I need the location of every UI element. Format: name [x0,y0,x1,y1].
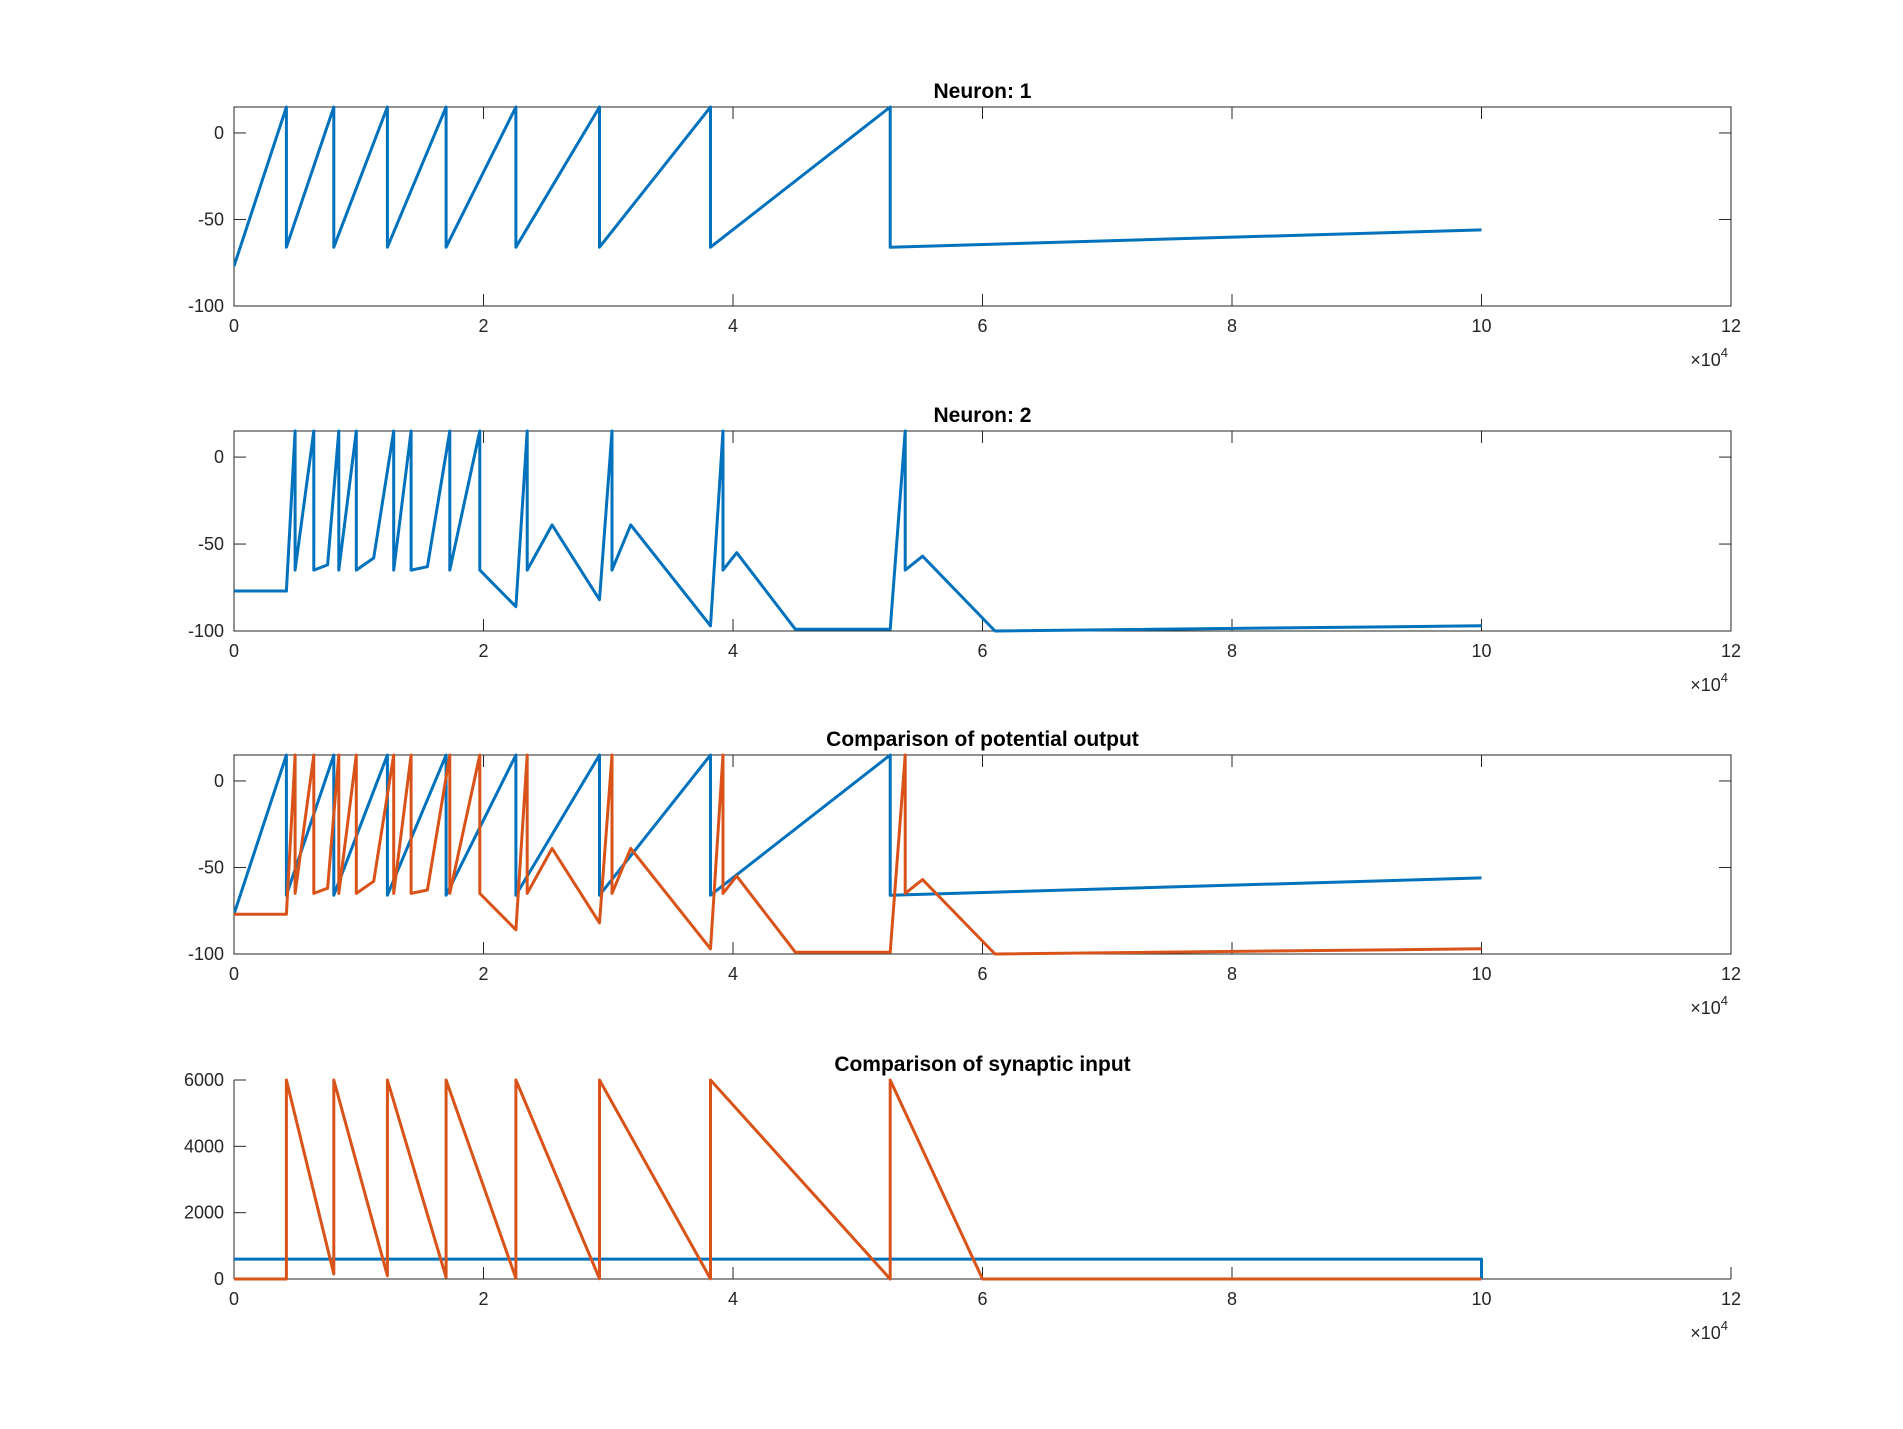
x-tick-label: 0 [229,964,239,984]
x-tick-label: 2 [478,1289,488,1309]
x-exponent-label: ×104 [1690,345,1728,370]
x-tick-label: 10 [1471,641,1491,661]
x-tick-label: 8 [1227,316,1237,336]
x-tick-label: 4 [728,964,738,984]
x-tick-label: 12 [1721,316,1741,336]
chart-panel-3: Comparison of potential output 0 2 4 6 8 10 12 ×… [188,728,1741,1018]
x-exponent-label: ×104 [1690,993,1728,1018]
x-tick-label: 0 [229,1289,239,1309]
x-exponent-label: ×104 [1690,1318,1728,1343]
x-exponent-label: ×104 [1690,670,1728,695]
x-tick-label: 10 [1471,1289,1491,1309]
x-tick-label: 2 [478,316,488,336]
series-line-1 [234,429,1482,633]
y-tick-label: -50 [198,534,224,554]
chart-title: Neuron: 2 [933,404,1031,427]
series-line-2 [234,753,1482,956]
y-tick-label: -100 [188,944,224,964]
x-tick-label: 12 [1721,964,1741,984]
x-tick-label: 8 [1227,1289,1237,1309]
x-tick-label: 4 [728,316,738,336]
chart-title: Neuron: 1 [933,80,1031,103]
x-tick-label: 6 [977,964,987,984]
series-line-1 [234,105,1482,267]
y-tick-label: -50 [198,209,224,229]
axes-box [233,106,1732,307]
x-tick-label: 8 [1227,964,1237,984]
x-tick-label: 12 [1721,1289,1741,1309]
chart-title: Comparison of potential output [826,728,1139,751]
x-tick-label: 4 [728,1289,738,1309]
series-line-2 [234,1078,1482,1281]
y-tick-label: 4000 [184,1136,224,1156]
chart-panel-4: Comparison of synaptic input 0 2 4 6 8 10 12 ×10… [184,1053,1741,1343]
x-tick-label: 6 [977,316,987,336]
x-tick-label: 8 [1227,641,1237,661]
y-tick-label: 0 [214,123,224,143]
x-tick-label: 12 [1721,641,1741,661]
series-line-1 [234,1257,1483,1279]
x-tick-label: 0 [229,316,239,336]
x-tick-label: 2 [478,964,488,984]
x-tick-label: 4 [728,641,738,661]
y-tick-label: 0 [214,447,224,467]
chart-panel-2: Neuron: 2 0 2 4 6 8 10 12 ×104 -100 -50 0 [188,404,1741,695]
x-tick-label: 6 [977,1289,987,1309]
y-tick-label: -100 [188,621,224,641]
y-tick-label: 2000 [184,1203,224,1223]
x-tick-label: 10 [1471,964,1491,984]
y-tick-label: -100 [188,296,224,316]
y-tick-label: 0 [214,771,224,791]
y-tick-label: 0 [214,1269,224,1289]
chart-title: Comparison of synaptic input [834,1053,1130,1076]
x-tick-label: 6 [977,641,987,661]
x-tick-label: 2 [478,641,488,661]
y-tick-label: -50 [198,857,224,877]
x-tick-label: 0 [229,641,239,661]
chart-panel-1: Neuron: 1 0 2 4 6 8 10 12 ×104 -100 -50 0 [188,80,1741,370]
y-tick-label: 6000 [184,1070,224,1090]
x-tick-label: 10 [1471,316,1491,336]
